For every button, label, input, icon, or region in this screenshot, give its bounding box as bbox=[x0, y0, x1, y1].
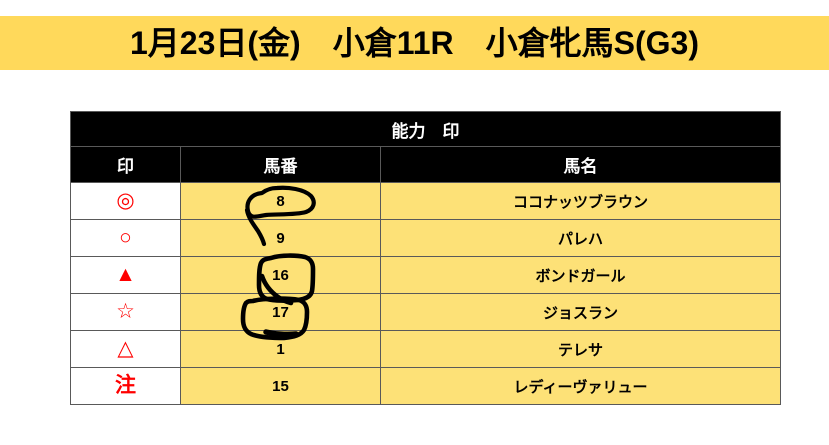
ability-marks-table: 能力 印 印 馬番 馬名 ◎ 8 ココナッツブラウン ○ 9 bbox=[70, 111, 781, 405]
table-row: ○ 9 パレハ bbox=[70, 219, 781, 257]
filled-triangle-mark-icon: ▲ bbox=[115, 263, 136, 286]
horse-number-value: 9 bbox=[276, 229, 285, 247]
horse-name-value: パレハ bbox=[557, 230, 603, 248]
cell-horse-number: 9 bbox=[180, 219, 381, 257]
column-header-mark: 印 bbox=[70, 146, 181, 183]
cell-horse-number: 8 bbox=[180, 182, 381, 220]
star-mark-icon: ☆ bbox=[116, 300, 135, 323]
horse-number-value: 16 bbox=[272, 266, 289, 284]
horse-number-value: 15 bbox=[272, 377, 289, 395]
table-caption: 能力 印 bbox=[70, 111, 781, 147]
horse-name-value: レディーヴァリュー bbox=[513, 378, 648, 396]
chu-kanji-mark-icon: 注 bbox=[115, 374, 136, 397]
title-banner: 1月23日(金) 小倉11R 小倉牝馬S(G3) bbox=[0, 16, 829, 70]
table-row: 注 15 レディーヴァリュー bbox=[70, 367, 781, 405]
cell-horse-name: ジョスラン bbox=[380, 293, 781, 331]
cell-horse-name: ボンドガール bbox=[380, 256, 781, 294]
table-row: ☆ 17 ジョスラン bbox=[70, 293, 781, 331]
cell-horse-name: レディーヴァリュー bbox=[380, 367, 781, 405]
horse-number-value: 1 bbox=[276, 340, 285, 358]
cell-mark: ○ bbox=[70, 219, 181, 257]
column-header-horse-number: 馬番 bbox=[180, 146, 381, 183]
horse-number-value: 8 bbox=[276, 192, 285, 210]
horse-name-value: ジョスラン bbox=[542, 304, 618, 322]
table-row: ◎ 8 ココナッツブラウン bbox=[70, 182, 781, 220]
cell-horse-number: 16 bbox=[180, 256, 381, 294]
cell-mark: 注 bbox=[70, 367, 181, 405]
page-title: 1月23日(金) 小倉11R 小倉牝馬S(G3) bbox=[130, 25, 699, 61]
cell-mark: △ bbox=[70, 330, 181, 368]
cell-horse-number: 15 bbox=[180, 367, 381, 405]
open-triangle-mark-icon: △ bbox=[117, 337, 134, 360]
cell-horse-name: ココナッツブラウン bbox=[380, 182, 781, 220]
table-body: ◎ 8 ココナッツブラウン ○ 9 パレハ ▲ bbox=[70, 182, 781, 405]
table-row: △ 1 テレサ bbox=[70, 330, 781, 368]
table-row: ▲ 16 ボンドガール bbox=[70, 256, 781, 294]
horse-name-value: ココナッツブラウン bbox=[512, 193, 648, 211]
horse-name-value: ボンドガール bbox=[535, 267, 626, 285]
table-title-row: 能力 印 bbox=[70, 111, 781, 147]
circle-mark-icon: ○ bbox=[119, 226, 132, 249]
cell-horse-name: パレハ bbox=[380, 219, 781, 257]
double-circle-mark-icon: ◎ bbox=[116, 189, 135, 212]
cell-horse-number: 1 bbox=[180, 330, 381, 368]
cell-mark: ☆ bbox=[70, 293, 181, 331]
column-header-horse-name: 馬名 bbox=[380, 146, 781, 183]
table-column-header-row: 印 馬番 馬名 bbox=[70, 146, 781, 183]
horse-name-value: テレサ bbox=[557, 341, 603, 359]
cell-horse-name: テレサ bbox=[380, 330, 781, 368]
horse-number-value: 17 bbox=[272, 303, 289, 321]
cell-horse-number: 17 bbox=[180, 293, 381, 331]
cell-mark: ▲ bbox=[70, 256, 181, 294]
cell-mark: ◎ bbox=[70, 182, 181, 220]
